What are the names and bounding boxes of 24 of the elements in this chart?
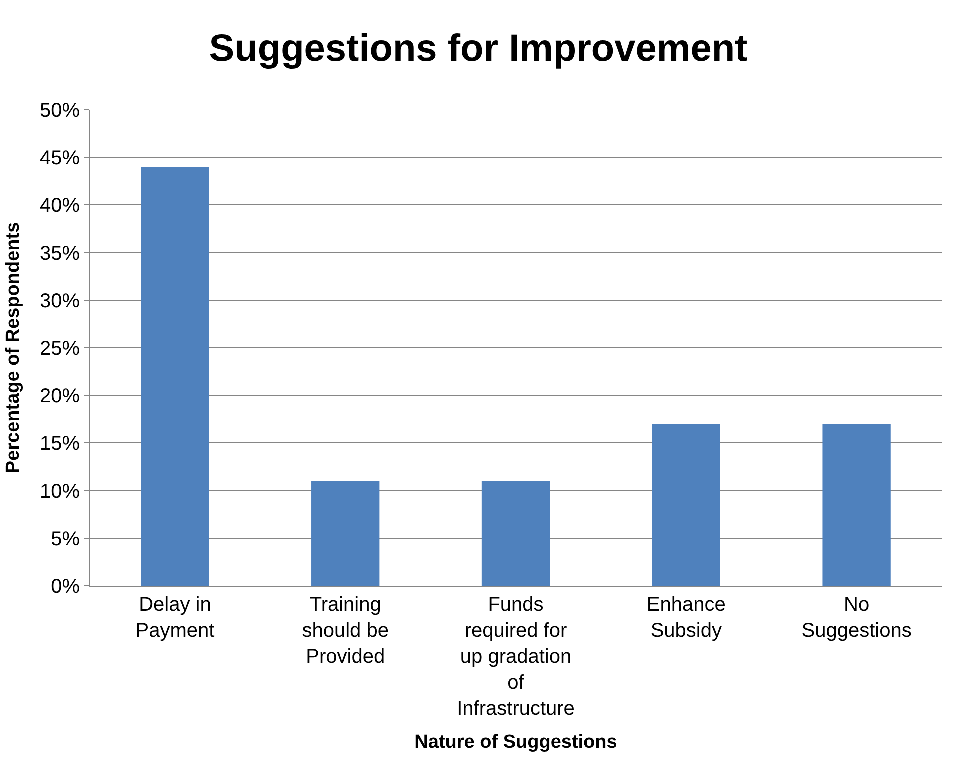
- y-tick-label: 50%: [40, 100, 80, 122]
- x-tick-label: Enhance Subsidy: [646, 594, 726, 642]
- bar: [141, 167, 210, 586]
- x-axis-title: Nature of Suggestions: [414, 732, 618, 753]
- y-axis-title: Percentage of Respondents: [2, 222, 24, 474]
- y-tick-label: 15%: [40, 433, 80, 456]
- bar: [822, 424, 891, 586]
- x-tick-label: Funds required for up gradation of Infrastructure: [457, 594, 575, 720]
- y-tick-label: 35%: [40, 242, 80, 265]
- x-tick-label: No Suggestions: [802, 594, 912, 642]
- bar: [312, 481, 380, 586]
- y-tick-label: 30%: [40, 290, 80, 312]
- bar: [482, 481, 550, 586]
- x-tick-label: Delay in Payment: [136, 594, 216, 642]
- y-tick-label: 5%: [51, 528, 80, 550]
- y-tick-label: 10%: [40, 480, 80, 503]
- y-tick-label: 0%: [51, 576, 80, 598]
- y-tick-label: 45%: [40, 148, 80, 170]
- chart-title: Suggestions for Improvement: [209, 28, 748, 70]
- x-tick-label: Training should be Provided: [302, 594, 389, 668]
- y-tick-label: 25%: [40, 338, 80, 360]
- y-tick-label: 40%: [40, 195, 80, 218]
- bar: [652, 424, 720, 586]
- y-tick-label: 20%: [40, 386, 80, 408]
